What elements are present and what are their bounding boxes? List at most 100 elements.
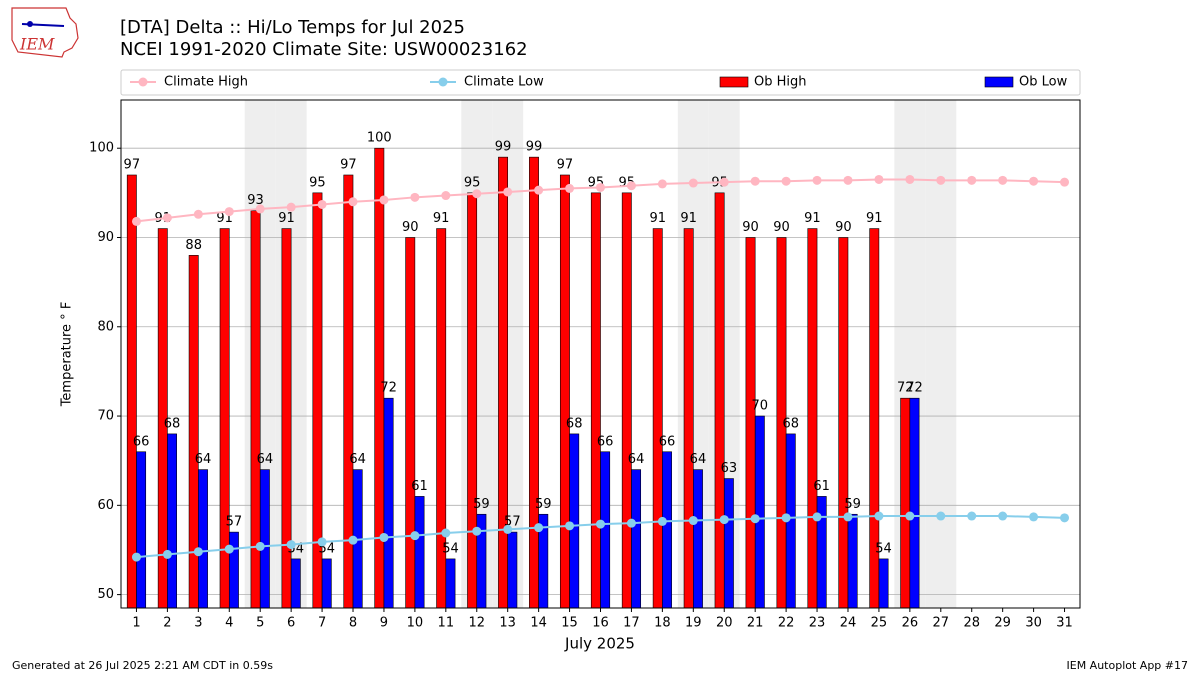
x-tick-label: 30: [1025, 616, 1042, 631]
bar-value-label: 54: [875, 541, 892, 556]
x-tick-label: 24: [840, 616, 857, 631]
climate-marker: [534, 185, 544, 195]
x-tick-label: 19: [685, 616, 702, 631]
bar: [600, 451, 611, 609]
bar-value-label: 64: [690, 452, 707, 467]
climate-marker: [998, 175, 1008, 185]
bar: [529, 156, 539, 609]
climate-marker: [843, 175, 853, 185]
bar-value-label: 72: [906, 381, 923, 396]
bar-value-label: 66: [597, 434, 614, 449]
bar-value-label: 90: [402, 220, 419, 235]
bar-value-label: 70: [752, 399, 769, 414]
y-tick-label: 70: [97, 409, 114, 424]
bar: [847, 513, 858, 609]
bar-value-label: 97: [124, 157, 141, 172]
bar-value-label: 100: [367, 131, 392, 146]
bar-value-label: 64: [257, 452, 274, 467]
climate-marker: [162, 213, 172, 223]
footer-left: Generated at 26 Jul 2025 2:21 AM CDT in …: [12, 659, 273, 672]
bar-value-label: 66: [133, 434, 150, 449]
y-tick-label: 80: [97, 319, 114, 334]
x-tick-label: 25: [871, 616, 888, 631]
climate-marker: [565, 521, 575, 531]
climate-marker: [998, 511, 1008, 521]
climate-marker: [317, 199, 327, 209]
climate-marker: [688, 516, 698, 526]
x-tick-label: 29: [994, 616, 1011, 631]
climate-marker: [348, 535, 358, 545]
bar-value-label: 59: [473, 497, 490, 512]
climate-marker: [843, 512, 853, 522]
bar: [723, 478, 734, 609]
bar: [590, 192, 601, 609]
legend-label: Climate Low: [464, 75, 544, 90]
climate-marker: [410, 192, 420, 202]
climate-marker: [441, 191, 451, 201]
climate-marker: [596, 519, 605, 529]
bar-value-label: 91: [866, 211, 883, 226]
y-tick-label: 50: [97, 587, 114, 602]
bar: [383, 397, 394, 609]
climate-marker: [1060, 513, 1070, 523]
bar: [838, 237, 849, 609]
climate-marker: [626, 518, 636, 528]
bar-value-label: 61: [411, 479, 428, 494]
climate-marker: [936, 175, 946, 185]
bar-value-label: 90: [773, 220, 790, 235]
bar-value-label: 72: [380, 381, 397, 396]
chart-title: [DTA] Delta :: Hi/Lo Temps for Jul 2025: [120, 17, 465, 38]
legend-swatch: [984, 76, 1014, 88]
bar: [621, 192, 632, 609]
climate-marker: [781, 513, 791, 523]
climate-marker: [905, 511, 915, 521]
bar: [198, 469, 208, 609]
x-tick-label: 17: [623, 616, 640, 631]
x-tick-label: 16: [592, 616, 609, 631]
legend-label: Ob High: [754, 75, 807, 90]
bar-value-label: 68: [782, 416, 799, 431]
bar-value-label: 91: [433, 211, 450, 226]
x-tick-label: 22: [778, 616, 795, 631]
x-tick-label: 13: [499, 616, 516, 631]
logo-text: IEM: [19, 35, 55, 54]
x-tick-label: 14: [530, 616, 547, 631]
bar: [754, 415, 765, 609]
climate-marker: [936, 511, 946, 521]
bar-value-label: 57: [226, 515, 243, 530]
climate-marker: [193, 547, 203, 557]
x-tick-label: 9: [380, 616, 388, 631]
bar: [693, 469, 703, 609]
bar: [662, 451, 672, 609]
climate-marker: [657, 516, 667, 526]
bar: [683, 228, 694, 609]
bar-value-label: 91: [680, 211, 697, 226]
x-tick-label: 6: [287, 616, 295, 631]
bar-value-label: 99: [495, 140, 512, 155]
x-tick-label: 12: [468, 616, 485, 631]
x-tick-label: 26: [902, 616, 919, 631]
x-tick-label: 4: [225, 616, 233, 631]
climate-marker: [255, 204, 265, 214]
y-axis-label: Temperature ° F: [60, 302, 75, 408]
bar-value-label: 64: [195, 452, 212, 467]
bar-value-label: 88: [185, 238, 202, 253]
bar-value-label: 90: [835, 220, 852, 235]
bar: [259, 469, 270, 609]
climate-marker: [348, 197, 358, 207]
bar-value-label: 68: [566, 416, 583, 431]
x-tick-label: 10: [407, 616, 424, 631]
climate-marker: [596, 182, 605, 192]
bar-value-label: 54: [442, 541, 459, 556]
bar-value-label: 97: [340, 157, 357, 172]
x-tick-label: 21: [747, 616, 764, 631]
bar: [405, 237, 416, 609]
climate-marker: [967, 175, 977, 185]
climate-marker: [750, 176, 760, 186]
climate-marker: [874, 511, 884, 521]
climate-marker: [379, 532, 389, 542]
x-tick-label: 8: [349, 616, 357, 631]
plot-frame: [120, 99, 1081, 609]
bar: [136, 451, 147, 609]
bar: [414, 496, 425, 609]
